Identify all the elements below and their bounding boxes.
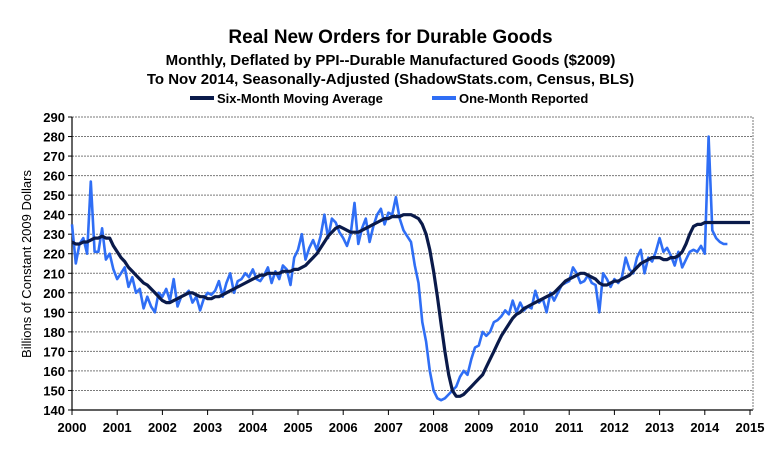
y-tick-label: 210: [43, 266, 65, 281]
x-tick-label: 2006: [329, 420, 358, 435]
legend-label-one-month-reported: One-Month Reported: [459, 90, 589, 106]
legend-swatch-one-month-reported: [432, 96, 456, 100]
chart-title: Real New Orders for Durable Goods: [228, 27, 553, 48]
y-tick-label: 290: [43, 110, 65, 125]
y-tick-label: 250: [43, 188, 65, 203]
chart-subtitle: Monthly, Deflated by PPI--Durable Manufa…: [165, 52, 616, 69]
x-tick-label: 2013: [645, 420, 674, 435]
y-tick-label: 140: [43, 403, 65, 418]
series-line-six-month-average: [71, 213, 750, 398]
y-tick-label: 280: [43, 130, 65, 145]
chart-subtitle-2: To Nov 2014, Seasonally-Adjusted (Shadow…: [146, 71, 635, 88]
x-tick-label: 2005: [284, 420, 313, 435]
x-tick-label: 2001: [103, 420, 132, 435]
y-tick-label: 160: [43, 364, 65, 379]
y-tick-labels: 140 150 160 170 180 190 200 210 220 230 240 250 260 2…: [43, 110, 65, 418]
y-tick-label: 200: [43, 286, 65, 301]
legend-item-one-month-reported: One-Month Reported: [432, 90, 588, 106]
y-tick-label: 270: [43, 149, 65, 164]
x-tick-label: 2000: [58, 420, 87, 435]
x-tick-label: 2014: [690, 420, 720, 435]
x-tick-label: 2004: [238, 420, 268, 435]
x-tick-label: 2003: [193, 420, 222, 435]
y-tick-label: 180: [43, 325, 65, 340]
x-tick-label: 2002: [148, 420, 177, 435]
x-tick-label: 2011: [555, 420, 583, 435]
legend-label-six-month-average: Six-Month Moving Average: [217, 90, 383, 106]
x-tick-label: 2009: [464, 420, 493, 435]
y-axis-label: Billions of Constant 2009 Dollars: [19, 170, 34, 358]
x-tick-label: 2010: [510, 420, 539, 435]
x-tick-label: 2007: [374, 420, 403, 435]
legend-swatch-six-month-average: [190, 96, 214, 100]
x-tick-labels: 2000 2001 2002 2003 2004 2005 2006 2007 2008 2009…: [58, 420, 765, 435]
y-tick-label: 230: [43, 227, 65, 242]
y-tick-label: 170: [43, 344, 65, 359]
x-tick-label: 2015: [736, 420, 765, 435]
legend-item-six-month-average: Six-Month Moving Average: [190, 90, 383, 106]
y-tick-label: 240: [43, 208, 65, 223]
y-tick-label: 260: [43, 169, 65, 184]
axes: [68, 116, 754, 415]
x-tick-label: 2008: [419, 420, 448, 435]
y-tick-label: 190: [43, 305, 65, 320]
x-tick-label: 2012: [600, 420, 629, 435]
y-tick-label: 220: [43, 247, 65, 262]
series-lines: [70, 135, 750, 402]
y-tick-label: 150: [43, 383, 65, 398]
